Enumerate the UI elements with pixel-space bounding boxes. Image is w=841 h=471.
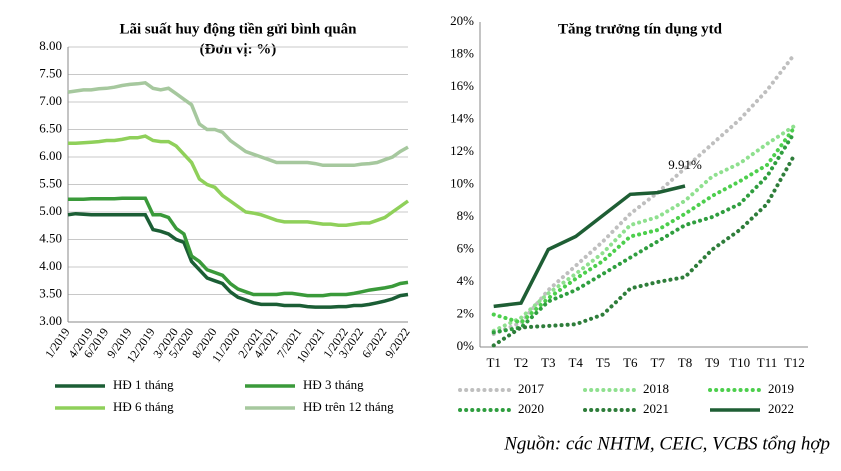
series-line bbox=[67, 80, 409, 168]
y-tick-label: 4.50 bbox=[39, 230, 62, 245]
x-tick-label: T11 bbox=[757, 355, 777, 370]
series-line bbox=[491, 52, 797, 336]
y-tick-label: 6% bbox=[457, 240, 475, 255]
y-tick-label: 18% bbox=[450, 45, 474, 60]
y-tick-label: 5.00 bbox=[39, 203, 62, 218]
y-tick-label: 3.50 bbox=[39, 285, 62, 300]
data-label: 9.91% bbox=[668, 157, 702, 172]
y-tick-label: 16% bbox=[450, 78, 474, 93]
x-tick-label: T6 bbox=[623, 355, 638, 370]
legend-label: 2019 bbox=[768, 381, 794, 396]
series-line bbox=[491, 125, 797, 325]
legend-label: 2020 bbox=[518, 401, 544, 416]
legend-label: 2021 bbox=[643, 401, 669, 416]
series-line bbox=[68, 196, 409, 298]
x-tick-label: T2 bbox=[514, 355, 528, 370]
y-tick-label: 14% bbox=[450, 110, 474, 125]
series-line bbox=[67, 211, 409, 309]
legend-label: 2017 bbox=[518, 381, 545, 396]
x-tick-label: T4 bbox=[568, 355, 583, 370]
y-tick-label: 20% bbox=[450, 13, 474, 28]
x-tick-label: 9/2022 bbox=[382, 325, 413, 360]
x-tick-label: T12 bbox=[784, 355, 805, 370]
chart-subtitle: (Đơn vị: %) bbox=[200, 41, 277, 57]
series-line bbox=[491, 153, 797, 348]
x-tick-label: T10 bbox=[729, 355, 750, 370]
series-line bbox=[493, 184, 686, 309]
source: Nguồn: các NHTM, CEIC, VCBS tổng hợp bbox=[503, 433, 830, 454]
legend-label: 2018 bbox=[643, 381, 669, 396]
legend-label: HĐ 1 tháng bbox=[113, 377, 174, 392]
chart-title: Lãi suất huy động tiền gửi bình quân bbox=[119, 21, 357, 37]
chart-title: Tăng trưởng tín dụng ytd bbox=[558, 21, 723, 37]
y-tick-label: 10% bbox=[450, 175, 474, 190]
y-tick-label: 0% bbox=[457, 338, 475, 353]
y-tick-label: 6.50 bbox=[39, 120, 62, 135]
x-tick-label: T5 bbox=[596, 355, 610, 370]
y-tick-label: 8.00 bbox=[39, 38, 62, 53]
y-tick-label: 2% bbox=[457, 305, 475, 320]
series-line bbox=[491, 130, 797, 335]
y-tick-label: 4.00 bbox=[39, 258, 62, 273]
x-tick-label: T1 bbox=[486, 355, 500, 370]
y-tick-label: 6.00 bbox=[39, 148, 62, 163]
y-tick-label: 5.50 bbox=[39, 175, 62, 190]
series-line bbox=[68, 134, 410, 227]
x-tick-label: T7 bbox=[650, 355, 665, 370]
x-tick-label: T9 bbox=[705, 355, 719, 370]
y-tick-label: 7.00 bbox=[39, 93, 62, 108]
legend-label: HĐ 3 tháng bbox=[303, 377, 364, 392]
series-line bbox=[491, 124, 797, 333]
legend-label: HĐ 6 tháng bbox=[113, 399, 174, 414]
y-tick-label: 7.50 bbox=[39, 65, 62, 80]
x-tick-label: T3 bbox=[541, 355, 555, 370]
y-tick-label: 4% bbox=[457, 273, 475, 288]
y-tick-label: 12% bbox=[450, 143, 474, 158]
legend-label: 2022 bbox=[768, 401, 794, 416]
legend-label: HĐ trên 12 tháng bbox=[303, 399, 394, 414]
y-tick-label: 8% bbox=[457, 208, 475, 223]
x-tick-label: T8 bbox=[678, 355, 692, 370]
y-tick-label: 3.00 bbox=[39, 313, 62, 328]
